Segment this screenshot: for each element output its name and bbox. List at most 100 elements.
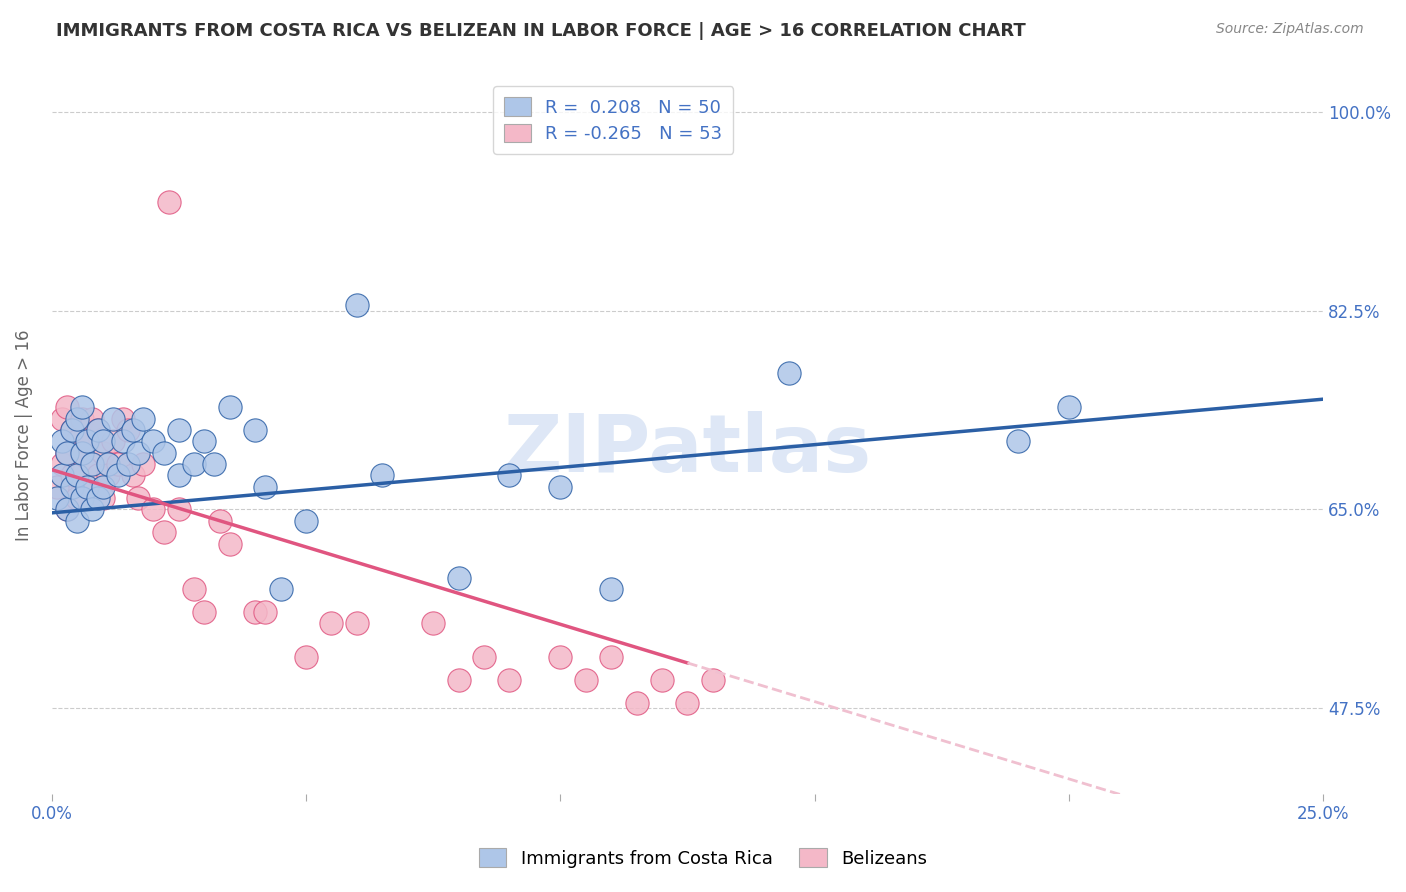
Point [193, 605, 215, 619]
Point [51, 457, 73, 471]
Point [152, 525, 174, 540]
Point [127, 445, 149, 459]
Point [550, 650, 572, 665]
Point [82, 502, 104, 516]
Legend: Immigrants from Costa Rica, Belizeans: Immigrants from Costa Rica, Belizeans [468, 838, 938, 879]
Point [183, 457, 205, 471]
Point [575, 673, 598, 687]
Point [86, 423, 108, 437]
Point [193, 434, 215, 449]
Point [111, 411, 134, 425]
Point [1007, 434, 1029, 449]
Point [127, 491, 149, 505]
Point [346, 616, 368, 631]
Point [167, 502, 190, 516]
Point [243, 605, 266, 619]
Point [142, 502, 165, 516]
Point [778, 366, 800, 380]
Point [56, 445, 79, 459]
Point [91, 491, 114, 505]
Point [101, 434, 124, 449]
Point [86, 468, 108, 483]
Point [132, 457, 155, 471]
Point [56, 445, 79, 459]
Point [152, 445, 174, 459]
Point [97, 468, 120, 483]
Point [91, 480, 114, 494]
Point [254, 480, 277, 494]
Point [56, 502, 79, 516]
Point [72, 491, 94, 505]
Legend: R =  0.208   N = 50, R = -0.265   N = 53: R = 0.208 N = 50, R = -0.265 N = 53 [494, 87, 734, 154]
Point [422, 616, 444, 631]
Point [243, 423, 266, 437]
Y-axis label: In Labor Force | Age > 16: In Labor Force | Age > 16 [15, 330, 32, 541]
Point [76, 434, 98, 449]
Point [254, 605, 277, 619]
Point [72, 445, 94, 459]
Point [66, 434, 89, 449]
Point [600, 582, 623, 596]
Point [702, 673, 724, 687]
Point [51, 434, 73, 449]
Point [82, 411, 104, 425]
Point [111, 434, 134, 449]
Point [60, 480, 83, 494]
Point [45, 480, 67, 494]
Point [122, 423, 145, 437]
Point [157, 195, 180, 210]
Point [447, 673, 470, 687]
Point [60, 423, 83, 437]
Point [91, 445, 114, 459]
Point [117, 423, 139, 437]
Point [107, 457, 129, 471]
Point [498, 468, 520, 483]
Point [107, 468, 129, 483]
Point [66, 468, 89, 483]
Point [97, 457, 120, 471]
Point [72, 400, 94, 414]
Point [56, 400, 79, 414]
Point [76, 480, 98, 494]
Point [101, 411, 124, 425]
Point [651, 673, 673, 687]
Point [72, 445, 94, 459]
Point [371, 468, 394, 483]
Point [676, 696, 699, 710]
Point [346, 298, 368, 312]
Point [472, 650, 495, 665]
Text: Source: ZipAtlas.com: Source: ZipAtlas.com [1216, 22, 1364, 37]
Text: ZIPatlas: ZIPatlas [503, 411, 872, 489]
Point [45, 491, 67, 505]
Point [498, 673, 520, 687]
Point [270, 582, 292, 596]
Point [82, 457, 104, 471]
Point [321, 616, 343, 631]
Point [676, 809, 699, 823]
Text: IMMIGRANTS FROM COSTA RICA VS BELIZEAN IN LABOR FORCE | AGE > 16 CORRELATION CHA: IMMIGRANTS FROM COSTA RICA VS BELIZEAN I… [56, 22, 1026, 40]
Point [626, 696, 648, 710]
Point [447, 571, 470, 585]
Point [167, 468, 190, 483]
Point [132, 411, 155, 425]
Point [117, 457, 139, 471]
Point [86, 491, 108, 505]
Point [295, 650, 318, 665]
Point [82, 457, 104, 471]
Point [204, 457, 226, 471]
Point [86, 423, 108, 437]
Point [60, 423, 83, 437]
Point [60, 468, 83, 483]
Point [218, 400, 240, 414]
Point [72, 411, 94, 425]
Point [218, 536, 240, 550]
Point [122, 468, 145, 483]
Point [550, 480, 572, 494]
Point [1057, 400, 1080, 414]
Point [76, 434, 98, 449]
Point [91, 434, 114, 449]
Point [66, 411, 89, 425]
Point [51, 411, 73, 425]
Point [600, 650, 623, 665]
Point [295, 514, 318, 528]
